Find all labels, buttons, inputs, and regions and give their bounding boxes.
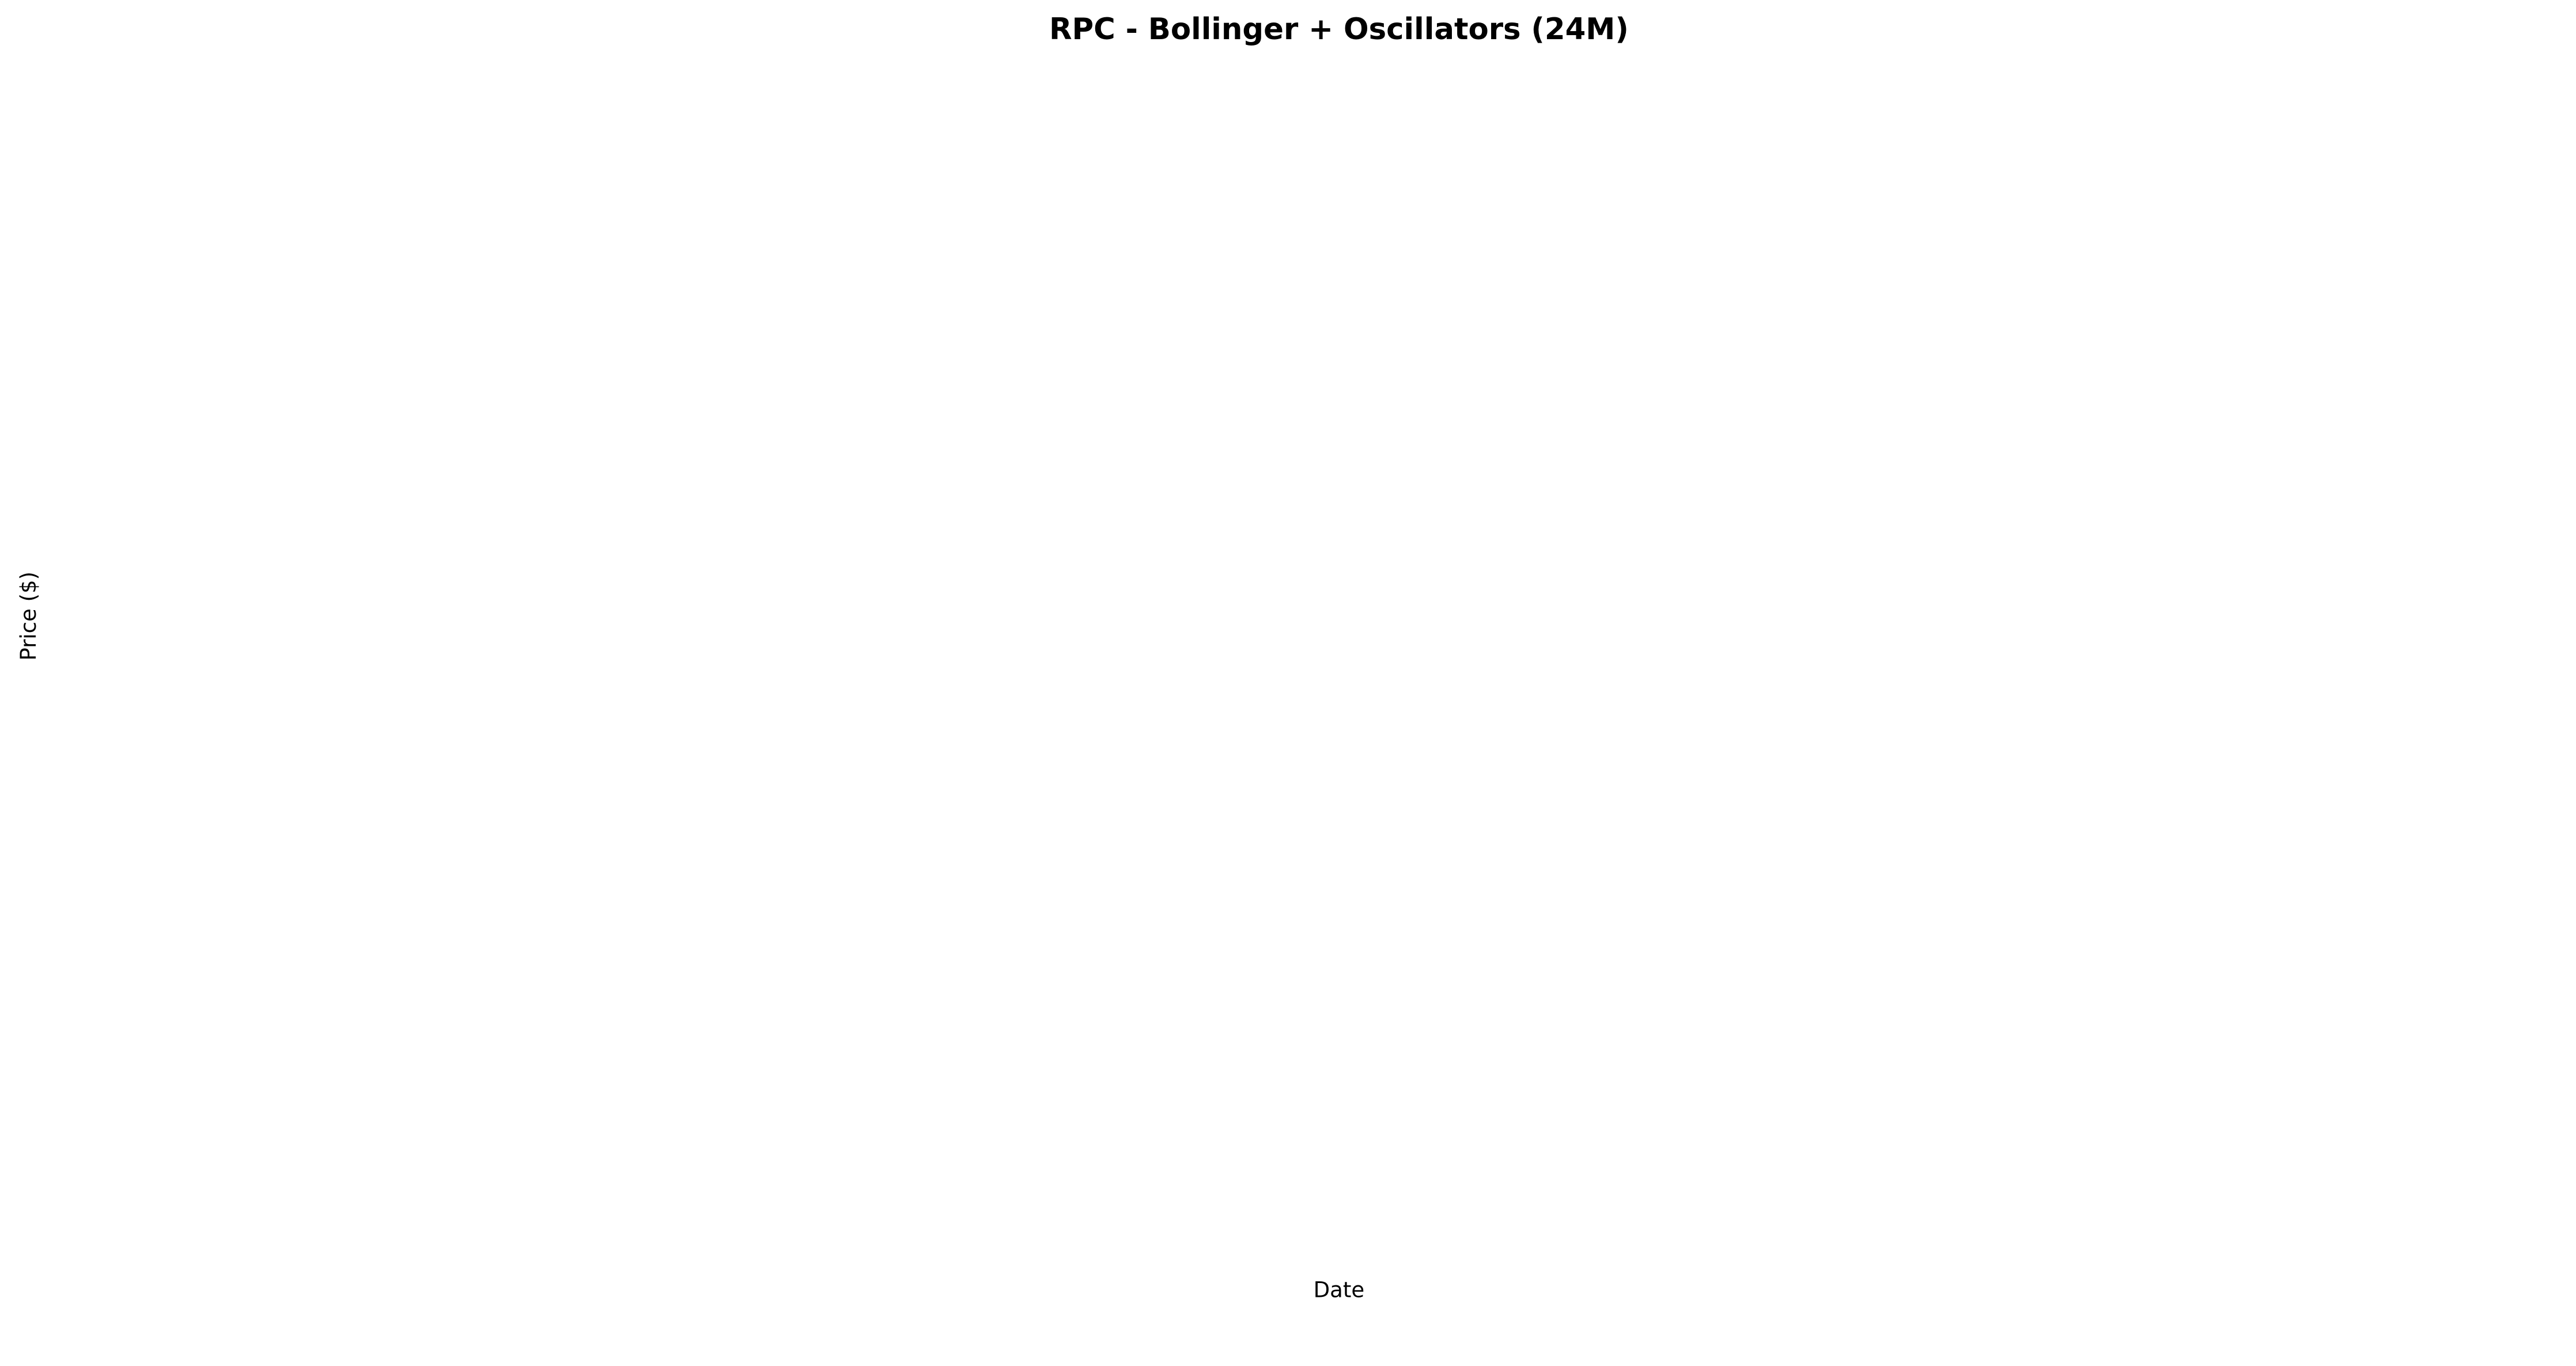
- chart-title: RPC - Bollinger + Oscillators (24M): [1049, 12, 1629, 47]
- x-axis-label: Date: [1314, 1278, 1365, 1303]
- y-axis-label: Price ($): [16, 572, 41, 661]
